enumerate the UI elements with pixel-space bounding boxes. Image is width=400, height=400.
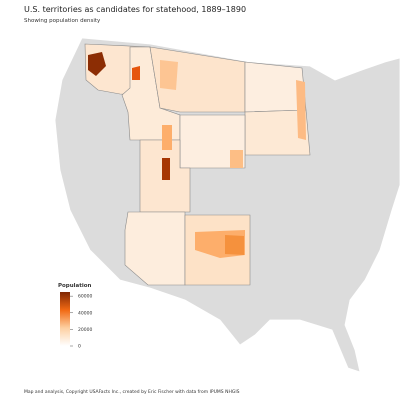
density-red-river — [296, 80, 306, 140]
density-seattle — [88, 52, 106, 76]
legend-tick-label: 0 — [78, 344, 81, 350]
legend-title: Population — [58, 283, 92, 289]
legend: Population 60000 40000 20000 0 — [58, 283, 92, 350]
density-denver — [230, 150, 243, 168]
territories — [84, 43, 311, 286]
legend-colorbar — [60, 292, 70, 346]
footer: Map and analysis, Copyright USAFacts Inc… — [24, 389, 240, 395]
density-montana-west — [160, 60, 178, 90]
legend-tick-label: 60000 — [78, 294, 92, 300]
density-nm-core — [225, 235, 244, 255]
subtitle: Showing population density — [24, 18, 101, 24]
density-boise — [162, 125, 172, 150]
density-salt-lake — [162, 158, 170, 180]
arizona — [124, 211, 186, 286]
title: U.S. territories as candidates for state… — [24, 5, 246, 14]
density-spokane — [132, 66, 140, 80]
legend-tick-label: 20000 — [78, 327, 92, 333]
legend-tick-label: 40000 — [78, 310, 92, 316]
